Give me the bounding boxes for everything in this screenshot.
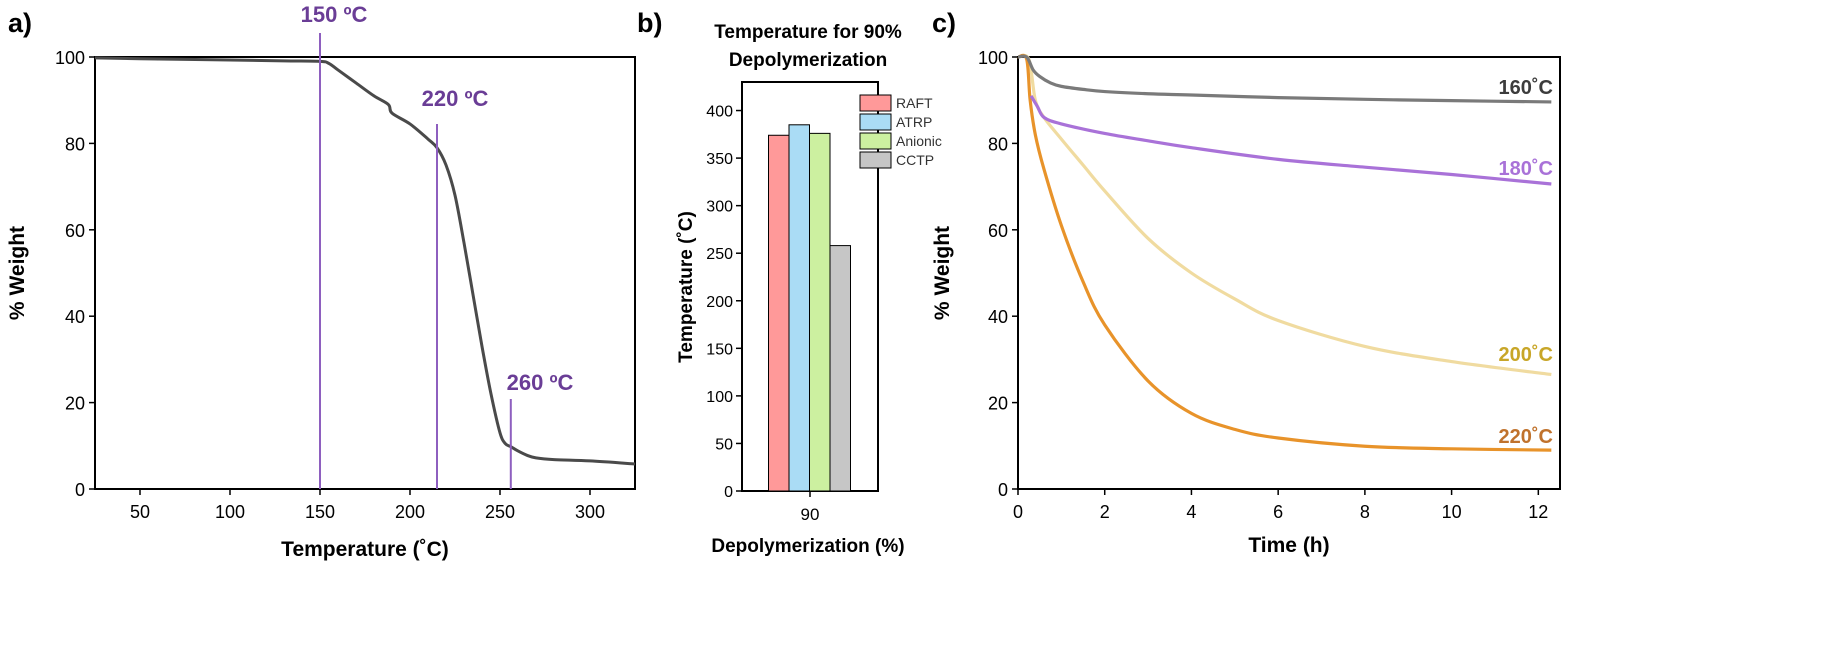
y-tick-label: 250 [706,246,733,263]
bar-cctp [829,245,851,492]
chart-title-line: Temperature for 90% [714,22,902,43]
x-tick-label: 2 [1100,502,1110,522]
y-tick-label: 300 [706,199,733,216]
y-axis-label: % Weight [6,226,29,320]
series-label-200: 200˚C [1499,343,1553,366]
y-tick-label: 60 [65,221,85,241]
y-tick-label: 40 [65,307,85,327]
series-label-180: 180˚C [1499,157,1553,180]
y-tick-label: 20 [65,394,85,414]
y-axis-label: % Weight [931,226,954,320]
x-tick-label: 100 [215,502,245,522]
x-tick-label: 250 [485,502,515,522]
x-axis-label: Time (h) [1248,534,1329,557]
legend-swatch [859,94,892,112]
x-tick-label: 50 [130,502,150,522]
y-tick-label: 0 [998,480,1008,500]
x-axis-label: Depolymerization (%) [711,536,904,557]
x-tick-label: 12 [1528,502,1548,522]
panel-label: c) [932,8,956,38]
bar-raft [768,134,790,492]
y-tick-label: 400 [706,104,733,121]
x-tick-label: 90 [801,505,820,524]
y-tick-label: 80 [65,134,85,154]
y-tick-label: 200 [706,294,733,311]
x-tick-label: 4 [1186,502,1196,522]
y-tick-label: 20 [988,394,1008,414]
x-tick-label: 300 [575,502,605,522]
y-tick-label: 0 [724,484,733,501]
temperature-marker-label: 260 ºC [507,370,574,395]
legend-label: Anionic [896,133,942,149]
legend-label: ATRP [896,114,932,130]
y-tick-label: 50 [715,436,733,453]
panel-label: b) [637,8,662,38]
bar-anionic [809,132,831,492]
x-axis-label: Temperature (˚C) [281,538,449,561]
series-label-160: 160˚C [1499,76,1553,99]
legend-label: CCTP [896,152,934,168]
x-tick-label: 10 [1442,502,1462,522]
panel-label: a) [8,8,32,38]
legend-label: RAFT [896,95,933,111]
series-line-160 [1017,54,1552,104]
x-tick-label: 8 [1360,502,1370,522]
temperature-marker-label: 150 ºC [301,2,368,27]
bar-atrp [788,124,810,492]
y-axis-label: Temperature (˚C) [676,211,697,363]
plot-frame [94,56,636,490]
panel-b: b) Temperature for 90% Depolymerization 0 50… [637,8,942,557]
plot-frame [1017,56,1561,490]
series-line-200 [1017,53,1552,377]
y-tick-label: 350 [706,151,733,168]
tga-curve [94,56,636,466]
y-tick-label: 60 [988,221,1008,241]
temperature-marker-label: 220 ºC [422,86,489,111]
x-tick-label: 150 [305,502,335,522]
y-tick-label: 80 [988,134,1008,154]
legend-swatch [859,151,892,169]
y-tick-label: 100 [978,48,1008,68]
x-tick-label: 200 [395,502,425,522]
y-tick-label: 100 [55,48,85,68]
panel-a: a) 50 100 150 200 250 300 0 20 40 60 80 100 Temperatu… [6,2,636,561]
series-label-220: 220˚C [1499,425,1553,448]
x-tick-label: 0 [1013,502,1023,522]
y-tick-label: 40 [988,307,1008,327]
y-tick-label: 0 [75,480,85,500]
legend-swatch [859,132,892,150]
legend-swatch [859,113,892,131]
y-tick-label: 150 [706,341,733,358]
series-line-180 [1029,95,1552,186]
x-tick-label: 6 [1273,502,1283,522]
chart-title-line: Depolymerization [729,50,887,71]
y-tick-label: 100 [706,389,733,406]
panel-c: c) 0 2 4 6 8 10 12 0 20 40 60 80 100 Time (h) % Weight 1… [931,8,1561,557]
series-line-220 [1017,53,1552,452]
